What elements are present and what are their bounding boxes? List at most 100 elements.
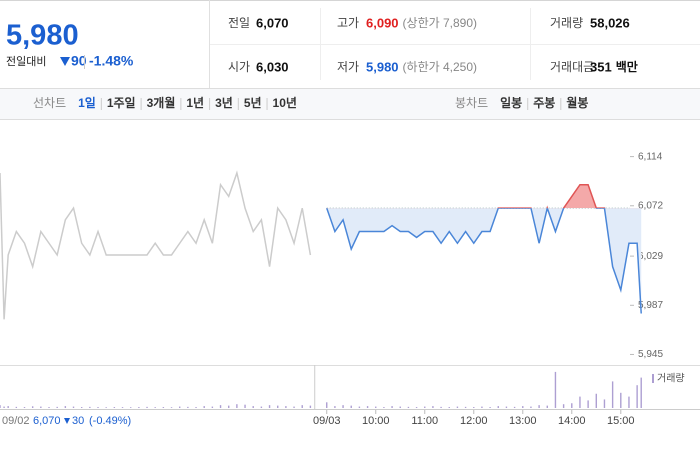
volume-bar [195, 407, 197, 408]
volume-bar [80, 407, 83, 408]
volume-bar [72, 406, 75, 408]
volume-bar [113, 407, 116, 408]
volume-bar [170, 407, 173, 408]
volume-bar [489, 407, 491, 408]
volume-bar [0, 405, 1, 408]
volume-bar [473, 407, 475, 408]
volume-bar [424, 406, 426, 408]
tab[interactable]: 1년 [186, 96, 204, 110]
down-icon [64, 418, 70, 424]
volume-bar [497, 406, 499, 408]
volume-bar [40, 406, 42, 408]
volume-bar [3, 406, 5, 408]
volume-bar [562, 404, 565, 408]
volume-bar [277, 405, 279, 408]
volume-bar [7, 406, 9, 408]
change-pct: -1.48% [89, 53, 134, 69]
volume-bar [620, 392, 622, 408]
prev-close: 6,070 [33, 415, 61, 427]
tab[interactable]: 5년 [244, 96, 262, 110]
price: 5,980 [6, 20, 79, 52]
volume-bar [383, 407, 385, 408]
x-tick-label: 14:00 [558, 415, 586, 427]
price-line [0, 170, 312, 320]
tab-group-label: 봉차트 [455, 96, 488, 110]
volume-bar [530, 406, 532, 408]
volume-bar [236, 404, 238, 408]
volume-bar [538, 405, 540, 408]
tab[interactable]: 일봉 [500, 96, 522, 110]
tab[interactable]: 3개월 [147, 95, 176, 110]
volume-bar [456, 406, 459, 408]
down-icon [60, 57, 70, 66]
volume-bar [415, 407, 418, 408]
x-tick-label: 10:00 [362, 415, 390, 427]
volume-bar [334, 406, 336, 408]
tab[interactable]: 1주일 [107, 96, 136, 110]
volume-bar [358, 406, 361, 408]
stat-label: 시가 [228, 60, 250, 74]
volume-bar [513, 406, 516, 408]
volume-bar [89, 406, 91, 408]
volume-bar [268, 405, 271, 408]
tab[interactable]: 10년 [273, 96, 297, 110]
x-tick-label: 15:00 [607, 415, 635, 427]
volume-legend-icon [652, 374, 654, 383]
volume-bar [15, 406, 18, 408]
stat-label: 고가 [337, 16, 359, 30]
tab[interactable]: 3년 [215, 96, 233, 110]
prev-change: 30 [72, 415, 84, 427]
stat-value: 351 [590, 59, 612, 74]
tab-bar [0, 88, 700, 120]
x-tick-label: 11:00 [411, 415, 438, 427]
volume-bar [464, 406, 467, 408]
x-tick-label: 09/03 [313, 415, 341, 427]
volume-bar [399, 406, 401, 408]
volume-bar [309, 405, 312, 408]
stat-value: 6,030 [256, 59, 289, 74]
area-fill-above [326, 184, 642, 209]
volume-bar [203, 406, 205, 408]
volume-bar [603, 399, 606, 408]
volume-bar [260, 406, 263, 408]
volume-bar [640, 377, 642, 408]
volume-bar [64, 406, 67, 408]
x-tick-label: 12:00 [460, 415, 488, 427]
stat-label: 거래대금 [550, 60, 594, 74]
volume-bar [432, 406, 434, 408]
y-tick-label: 5,987 [638, 300, 663, 311]
change-label: 전일대비 [6, 54, 46, 68]
volume-bar [366, 406, 369, 408]
stat-label: 거래량 [550, 16, 583, 30]
tab[interactable]: 월봉 [566, 95, 588, 110]
volume-bar [228, 405, 230, 408]
stat-value: 6,090 [366, 15, 399, 30]
volume-bar [285, 406, 287, 408]
stat-value: 6,070 [256, 15, 289, 30]
volume-bar [440, 406, 442, 408]
volume-bar [579, 396, 581, 408]
volume-bar [252, 406, 254, 408]
volume-bar [611, 381, 614, 408]
stat-label: 전일 [228, 16, 250, 30]
volume-bar [375, 406, 377, 408]
price-line-above [326, 183, 606, 209]
volume-bar [31, 406, 34, 408]
stat-note: (상한가 7,890) [403, 16, 477, 30]
tab-group-label: 선차트 [33, 96, 66, 110]
volume-bar [546, 405, 548, 408]
tab[interactable]: 주봉 [533, 96, 555, 110]
x-tick-label: 13:00 [509, 415, 537, 427]
volume-bar [342, 405, 344, 408]
volume-bar [587, 400, 589, 408]
volume-bar [23, 407, 26, 408]
volume-bar [293, 406, 295, 408]
volume-bar [244, 404, 246, 408]
volume-bar [146, 406, 148, 408]
volume-bar [97, 407, 99, 408]
tab[interactable]: 1일 [78, 96, 96, 110]
price-line [326, 208, 642, 314]
stat-note: (하한가 4,250) [403, 60, 477, 74]
